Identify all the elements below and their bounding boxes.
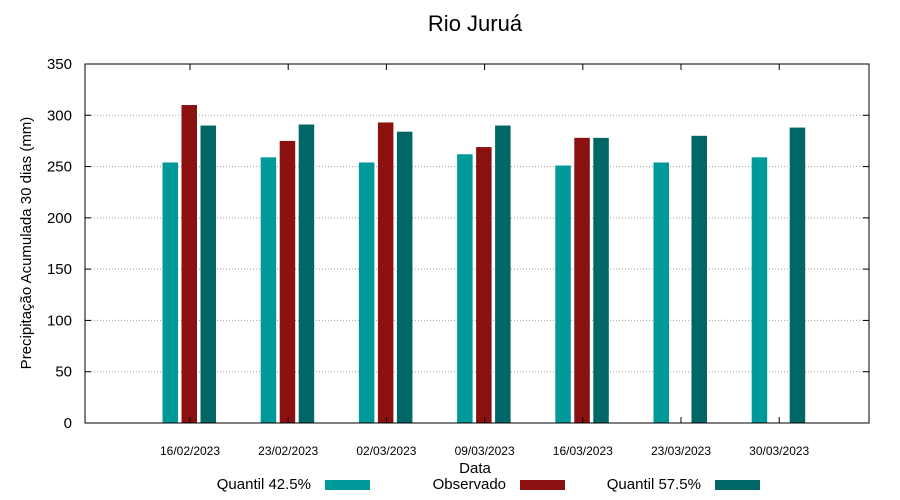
legend: Quantil 42.5% Observado Quantil 57.5%	[217, 476, 760, 493]
bar-series0-2	[358, 162, 375, 423]
bar-series2-5	[691, 135, 707, 424]
y-tick-label-6: 300	[47, 107, 72, 124]
legend-label-1: Observado	[433, 476, 506, 493]
y-tick-label-2: 100	[47, 312, 72, 329]
x-tick-label-3: 09/03/2023	[455, 444, 515, 458]
legend-swatch-2	[715, 480, 760, 490]
y-tick-label-3: 150	[47, 261, 72, 278]
bar-series1-4	[574, 137, 590, 423]
y-tick-label-7: 350	[47, 56, 72, 73]
x-tick-label-5: 23/03/2023	[651, 444, 711, 458]
plot-frame	[84, 63, 870, 424]
y-tick-label-1: 50	[55, 364, 72, 381]
x-tick-label-2: 02/03/2023	[356, 444, 416, 458]
x-tick-label-1: 23/02/2023	[258, 444, 318, 458]
bar-series1-1	[279, 140, 296, 423]
y-tick-label-4: 200	[47, 210, 72, 227]
bar-series1-3	[476, 147, 492, 423]
bar-series1-0	[181, 105, 197, 424]
bar-series2-6	[789, 127, 806, 423]
x-axis-ticks: 16/02/2023 23/02/2023 02/03/2023 09/03/2023…	[160, 64, 810, 458]
legend-label-0: Quantil 42.5%	[217, 476, 311, 493]
bar-series0-0	[162, 162, 178, 423]
bar-series0-4	[555, 165, 571, 423]
bar-series0-3	[457, 154, 473, 423]
bar-series2-4	[593, 137, 609, 423]
y-axis-ticks: 0 50 100 150 200 250 300 350	[47, 56, 869, 432]
x-tick-label-6: 30/03/2023	[749, 444, 809, 458]
bar-series2-2	[396, 131, 413, 423]
bar-series0-5	[653, 162, 669, 423]
bar-series0-1	[260, 157, 277, 423]
bar-series0-6	[751, 157, 768, 423]
bars-layer	[162, 105, 806, 424]
bar-series2-0	[200, 125, 216, 424]
legend-label-2: Quantil 57.5%	[607, 476, 701, 493]
x-tick-label-4: 16/03/2023	[553, 444, 613, 458]
bar-series2-3	[495, 125, 511, 424]
x-tick-label-0: 16/02/2023	[160, 444, 220, 458]
legend-swatch-1	[520, 480, 565, 490]
y-tick-label-0: 0	[64, 415, 72, 432]
chart-title: Rio Juruá	[428, 11, 523, 36]
legend-swatch-0	[325, 480, 370, 490]
bar-series2-1	[298, 124, 315, 423]
bar-series1-2	[377, 122, 394, 424]
x-axis-label: Data	[459, 460, 491, 477]
y-tick-label-5: 250	[47, 159, 72, 176]
y-axis-label: Precipitação Acumulada 30 dias (mm)	[18, 117, 35, 370]
